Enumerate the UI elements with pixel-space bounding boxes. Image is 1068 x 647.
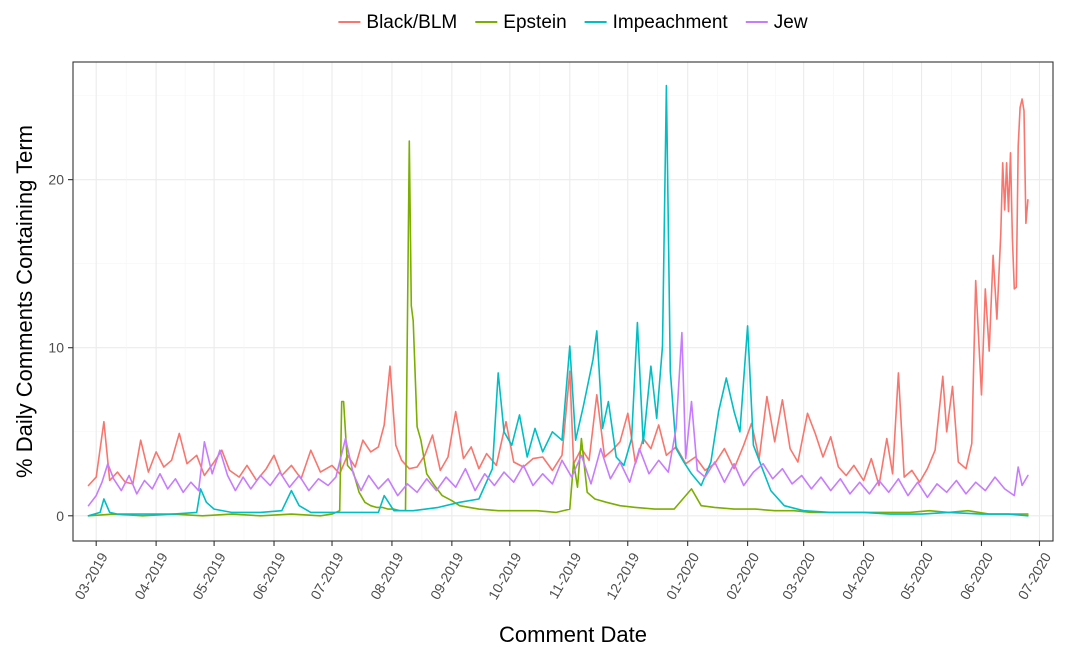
x-tick-label: 03-2020 [779,550,819,603]
x-tick-label: 07-2019 [307,550,347,603]
y-tick-label: 10 [48,340,64,356]
x-tick-label: 03-2019 [71,550,111,603]
series-line-epstein [87,140,1029,517]
series-line-jew [87,331,1029,507]
panel-border [72,61,1054,542]
x-tick-label: 04-2020 [839,550,879,603]
x-tick-label: 12-2019 [603,550,643,603]
legend-item: Jew [745,12,808,33]
x-tick-label: 06-2019 [249,550,289,603]
x-tick-label: 10-2019 [485,550,525,603]
y-tick-label: 0 [56,508,64,524]
x-tick-label: 01-2020 [663,550,703,603]
legend-item: Epstein [475,12,567,33]
y-tick-label: 20 [48,172,64,188]
legend-label: Jew [774,12,808,33]
legend-item: Impeachment [584,12,729,33]
x-axis: 03-2019 04-2019 05-2019 06-2019 07-2019 08-20… [71,541,1054,602]
grid-layer [73,62,1053,541]
legend-label: Impeachment [613,12,729,33]
series-layer [87,84,1029,517]
legend-item: Black/BLM [338,12,457,33]
legend: Black/BLM Epstein Impeachment Jew [338,12,808,33]
legend-label: Black/BLM [366,12,457,33]
x-tick-label: 07-2020 [1015,550,1055,603]
x-tick-label: 02-2020 [723,550,763,603]
legend-label: Epstein [503,12,566,33]
x-tick-label: 11-2019 [545,550,584,602]
x-tick-label: 08-2019 [367,550,407,603]
x-tick-label: 05-2019 [189,550,229,603]
x-tick-label: 06-2020 [957,550,997,603]
x-tick-label: 05-2020 [897,550,937,603]
y-axis-title: % Daily Comments Containing Term [12,125,37,478]
x-axis-title: Comment Date [499,622,647,647]
x-tick-label: 09-2019 [427,550,467,603]
series-line-black-blm [87,98,1029,487]
series-line-impeachment [87,84,1029,517]
x-tick-label: 04-2019 [131,550,171,603]
y-axis: 0 10 20 [48,172,73,524]
